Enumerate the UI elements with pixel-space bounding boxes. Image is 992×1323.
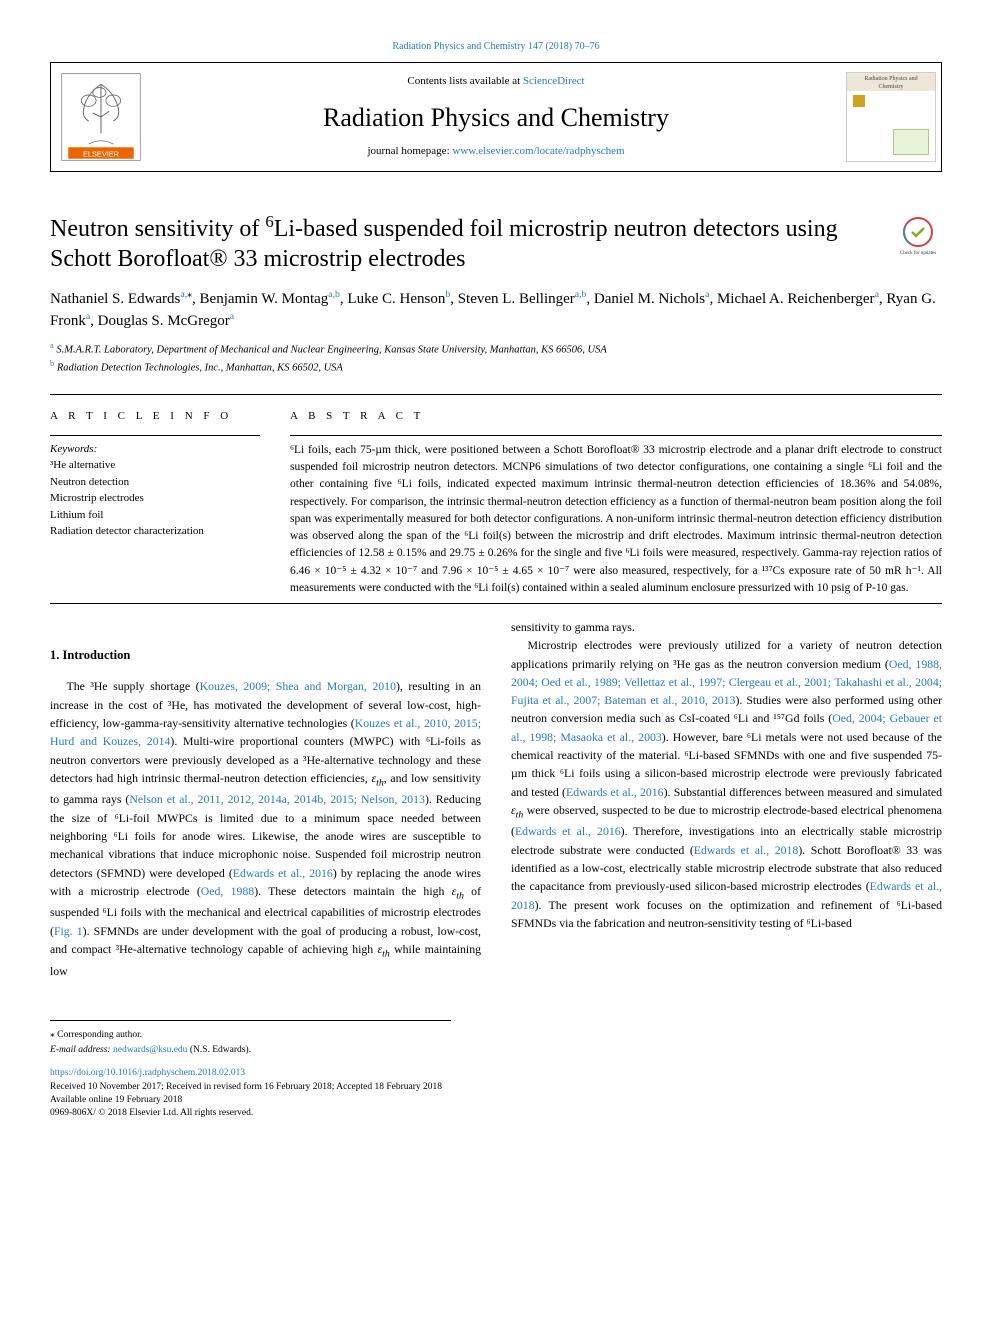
section-1-title: 1. Introduction <box>50 646 481 665</box>
citation-link[interactable]: Edwards et al., 2016 <box>566 785 664 799</box>
received-line: Received 10 November 2017; Received in r… <box>50 1081 942 1094</box>
contents-line: Contents lists available at ScienceDirec… <box>407 74 584 89</box>
contents-prefix: Contents lists available at <box>407 75 522 87</box>
svg-text:ELSEVIER: ELSEVIER <box>83 149 119 158</box>
affiliations: a S.M.A.R.T. Laboratory, Department of M… <box>50 340 942 376</box>
citation-link[interactable]: Kouzes, 2009; Shea and Morgan, 2010 <box>200 679 396 693</box>
abstract-text: ⁶Li foils, each 75-µm thick, were positi… <box>290 442 942 597</box>
title-part-1: Neutron sensitivity of <box>50 216 265 242</box>
email-paren: (N.S. Edwards). <box>187 1045 251 1055</box>
aff-a-sup: a <box>50 341 54 350</box>
article-info-heading: A R T I C L E I N F O <box>50 409 260 424</box>
intro-para-3: Microstrip electrodes were previously ut… <box>511 636 942 932</box>
keyword-item: Neutron detection <box>50 474 260 491</box>
doi-link[interactable]: https://doi.org/10.1016/j.radphyschem.20… <box>50 1068 245 1078</box>
divider-2 <box>50 603 942 604</box>
author-4: , Steven L. Bellinger <box>450 291 575 307</box>
aff-b: Radiation Detection Technologies, Inc., … <box>57 363 343 374</box>
author-8: , Douglas S. McGregor <box>90 313 230 329</box>
corresponding-email-link[interactable]: nedwards@ksu.edu <box>113 1045 187 1055</box>
online-line: Available online 19 February 2018 <box>50 1094 942 1107</box>
check-updates-icon[interactable]: Check for updates <box>894 212 942 260</box>
divider-1 <box>50 394 942 395</box>
keywords-label: Keywords: <box>50 442 260 457</box>
citation-link[interactable]: Edwards et al., 2018 <box>694 843 799 857</box>
journal-cover-thumbnail: Radiation Physics andChemistry <box>841 63 941 171</box>
email-line: E-mail address: nedwards@ksu.edu (N.S. E… <box>50 1044 451 1057</box>
author-6: , Michael A. Reichenberger <box>709 291 874 307</box>
author-2: , Benjamin W. Montag <box>192 291 328 307</box>
aff-a: S.M.A.R.T. Laboratory, Department of Mec… <box>56 345 606 356</box>
article-metadata: https://doi.org/10.1016/j.radphyschem.20… <box>50 1067 942 1120</box>
abstract-heading: A B S T R A C T <box>290 409 942 424</box>
info-divider <box>50 435 260 436</box>
intro-para-1: The ³He supply shortage (Kouzes, 2009; S… <box>50 677 481 979</box>
author-2-aff: a,b <box>328 289 340 300</box>
intro-para-2: sensitivity to gamma rays. <box>511 618 942 636</box>
email-label: E-mail address: <box>50 1045 113 1055</box>
keyword-item: Radiation detector characterization <box>50 523 260 540</box>
elsevier-logo: ELSEVIER <box>51 63 151 171</box>
citation-link[interactable]: Nelson et al., 2011, 2012, 2014a, 2014b,… <box>129 792 425 806</box>
svg-text:Check for updates: Check for updates <box>900 251 936 256</box>
corresponding-author-note: ⁎ Corresponding author. <box>50 1029 451 1042</box>
footnotes: ⁎ Corresponding author. E-mail address: … <box>50 1020 451 1058</box>
citation-link[interactable]: Edwards et al., 2016 <box>515 824 621 838</box>
author-4-aff: a,b <box>575 289 587 300</box>
journal-name: Radiation Physics and Chemistry <box>323 100 669 136</box>
citation-link[interactable]: Fig. 1 <box>54 924 83 938</box>
elsevier-tree-icon: ELSEVIER <box>56 72 146 162</box>
abstract-divider <box>290 435 942 436</box>
author-1: Nathaniel S. Edwards <box>50 291 180 307</box>
author-8-aff: a <box>230 311 234 322</box>
homepage-link[interactable]: www.elsevier.com/locate/radphyschem <box>452 145 624 157</box>
keyword-item: ³He alternative <box>50 457 260 474</box>
article-title: Neutron sensitivity of 6Li-based suspend… <box>50 212 884 274</box>
citation-link[interactable]: Oed, 1988 <box>201 884 254 898</box>
keywords-list: ³He alternativeNeutron detectionMicrostr… <box>50 457 260 540</box>
author-5: , Daniel M. Nichols <box>586 291 705 307</box>
journal-header: ELSEVIER Contents lists available at Sci… <box>50 62 942 172</box>
keyword-item: Microstrip electrodes <box>50 490 260 507</box>
title-sup: 6 <box>265 212 273 231</box>
sciencedirect-link[interactable]: ScienceDirect <box>523 75 585 87</box>
intro-body: 1. Introduction The ³He supply shortage … <box>50 618 942 980</box>
homepage-prefix: journal homepage: <box>367 145 452 157</box>
keyword-item: Lithium foil <box>50 507 260 524</box>
homepage-line: journal homepage: www.elsevier.com/locat… <box>367 144 624 159</box>
authors-list: Nathaniel S. Edwardsa,⁎, Benjamin W. Mon… <box>50 288 942 332</box>
aff-b-sup: b <box>50 359 54 368</box>
masthead-citation: Radiation Physics and Chemistry 147 (201… <box>50 40 942 54</box>
copyright-line: 0969-806X/ © 2018 Elsevier Ltd. All righ… <box>50 1107 942 1120</box>
citation-link[interactable]: Edwards et al., 2016 <box>233 866 333 880</box>
author-3: , Luke C. Henson <box>340 291 445 307</box>
